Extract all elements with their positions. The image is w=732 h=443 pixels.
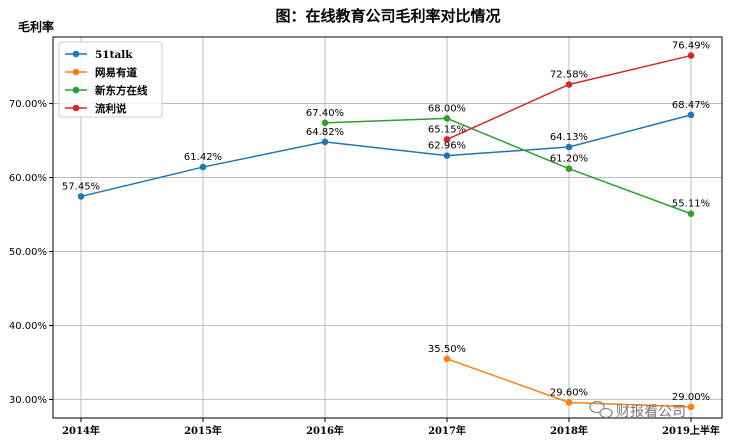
- y-tick-label: 70.00%: [9, 99, 47, 110]
- watermark-text: 财报看公司: [616, 404, 686, 420]
- series-line: [80, 114, 692, 198]
- data-label: 29.60%: [550, 387, 588, 398]
- legend-box: [58, 41, 163, 118]
- data-label: 64.82%: [306, 127, 344, 138]
- grid: [53, 37, 722, 418]
- series-3: [443, 52, 695, 143]
- data-point: [565, 165, 573, 172]
- axes: 30.00% 40.00% 50.00% 60.00% 70.00% 2014年 2015年…: [9, 36, 723, 437]
- data-label: 68.47%: [672, 100, 710, 111]
- data-label: 55.11%: [672, 199, 710, 210]
- legend-entry-label: 51talk: [95, 49, 133, 61]
- y-tick-label: 30.00%: [9, 395, 47, 406]
- data-label: 57.45%: [62, 181, 100, 192]
- data-label: 61.42%: [184, 152, 222, 163]
- data-label: 62.96%: [428, 141, 466, 152]
- data-label: 64.13%: [550, 132, 588, 143]
- x-tick-label: 2014年: [62, 424, 100, 437]
- legend-swatch-marker: [72, 68, 80, 76]
- data-point: [443, 136, 451, 143]
- series-layer: [77, 52, 695, 411]
- data-point: [687, 210, 695, 218]
- data-point: [565, 399, 573, 406]
- legend-swatch-marker: [72, 86, 80, 94]
- data-labels: 57.45% 61.42% 64.82% 62.96% 64.13% 68.47% 35.5…: [62, 41, 710, 403]
- data-label: 72.58%: [550, 69, 588, 80]
- x-tick-label: 2015年: [184, 424, 222, 437]
- data-point: [321, 119, 329, 127]
- x-tick-label: 2016年: [306, 424, 344, 437]
- data-label: 76.49%: [672, 41, 710, 52]
- y-tick-label: 50.00%: [9, 247, 47, 258]
- data-point: [443, 115, 451, 122]
- watermark: 财报看公司: [589, 400, 686, 420]
- legend-swatch-marker: [72, 50, 80, 58]
- y-tick-label: 40.00%: [9, 321, 47, 332]
- legend-entry-label: 新东方在线: [95, 84, 148, 97]
- legend-entry-label: 流利说: [95, 102, 127, 115]
- data-point: [199, 163, 207, 171]
- data-point: [443, 355, 451, 363]
- x-tick-label: 2017年: [428, 424, 466, 437]
- data-label: 65.15%: [428, 124, 466, 135]
- data-label: 68.00%: [428, 103, 466, 114]
- x-tick-label: 2019上半年: [662, 424, 720, 437]
- wechat-icon: [589, 400, 613, 419]
- series-line: [324, 117, 692, 215]
- data-label: 29.00%: [672, 392, 710, 403]
- data-label: 35.50%: [428, 344, 466, 355]
- chart-title: 图：在线教育公司毛利率对比情况: [275, 7, 500, 25]
- plot-frame: [52, 36, 723, 419]
- series-2: [321, 115, 695, 218]
- series-1: [443, 355, 695, 411]
- series-0: [77, 111, 695, 200]
- data-point: [321, 138, 329, 146]
- data-point: [687, 403, 695, 411]
- x-tick-label: 2018年: [550, 424, 588, 437]
- legend-swatch-marker: [72, 104, 80, 112]
- y-axis-label: 毛利率: [18, 19, 54, 34]
- data-point: [565, 81, 573, 88]
- data-point: [565, 143, 573, 151]
- y-tick-label: 60.00%: [9, 173, 47, 184]
- data-label: 67.40%: [306, 108, 344, 119]
- data-point: [443, 152, 451, 159]
- legend-entry-label: 网易有道: [95, 66, 137, 79]
- data-label: 61.20%: [550, 154, 588, 165]
- data-point: [77, 193, 85, 200]
- data-point: [687, 52, 695, 59]
- data-point: [687, 111, 695, 119]
